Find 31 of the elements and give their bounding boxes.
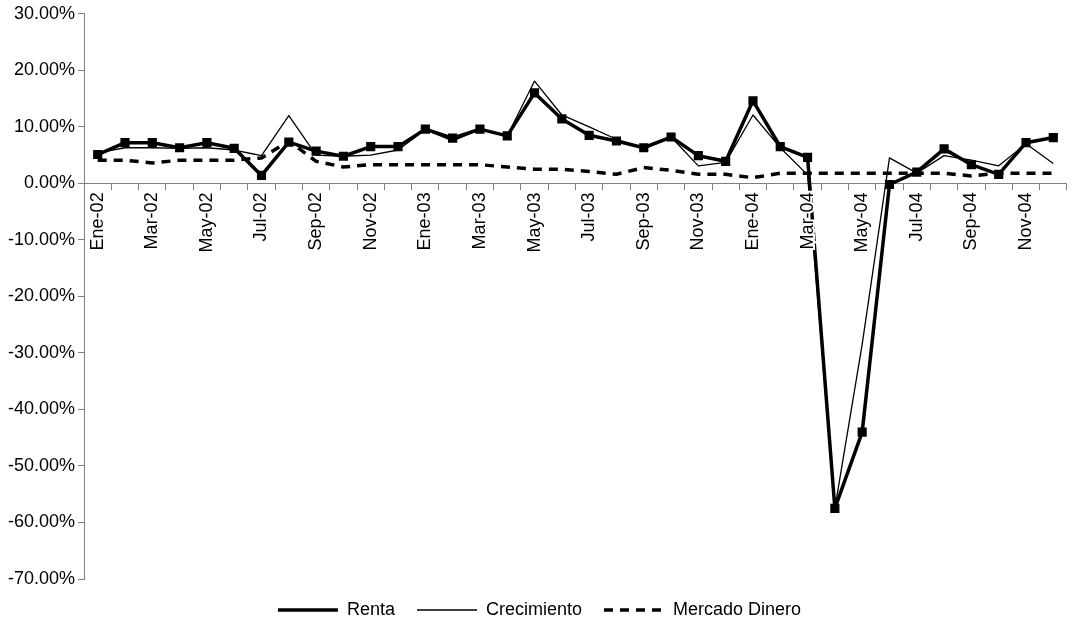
- x-tick-label: May-04: [851, 192, 872, 253]
- y-tick-label: -60.00%: [8, 511, 76, 532]
- legend-label: Mercado Dinero: [673, 598, 802, 619]
- y-tick-label: 20.00%: [13, 59, 76, 80]
- x-tick-label: Mar-02: [141, 192, 162, 250]
- y-tick-label: 30.00%: [13, 2, 76, 23]
- x-tick-label: Ene-02: [86, 192, 107, 251]
- x-tick-label: May-03: [523, 192, 544, 253]
- x-tick-label: Jul-02: [250, 192, 271, 242]
- y-tick-label: -50.00%: [8, 454, 76, 475]
- x-tick-label: Sep-03: [632, 192, 653, 251]
- legend-label: Renta: [346, 598, 396, 619]
- x-tick-label: Jul-04: [905, 192, 926, 242]
- x-tick-label: Nov-02: [359, 192, 380, 251]
- x-tick-label: Ene-04: [741, 192, 762, 251]
- x-tick-label: Mar-03: [468, 192, 489, 250]
- y-tick-label: -10.00%: [8, 228, 76, 249]
- x-tick-label: Jul-03: [578, 192, 599, 242]
- y-tick-label: -20.00%: [8, 285, 76, 306]
- x-tick-label: May-02: [195, 192, 216, 253]
- x-tick-label: Nov-04: [1014, 192, 1035, 251]
- y-tick-label: -70.00%: [8, 567, 76, 588]
- y-tick-label: 10.00%: [13, 115, 76, 136]
- x-tick-label: Nov-03: [687, 192, 708, 251]
- x-tick-label: Sep-04: [960, 192, 981, 251]
- y-tick-label: 0.00%: [24, 172, 76, 193]
- x-tick-label: Sep-02: [305, 192, 326, 251]
- y-tick-label: -40.00%: [8, 398, 76, 419]
- y-tick-label: -30.00%: [8, 341, 76, 362]
- x-tick-label: Ene-03: [414, 192, 435, 251]
- legend-label: Crecimiento: [485, 598, 582, 619]
